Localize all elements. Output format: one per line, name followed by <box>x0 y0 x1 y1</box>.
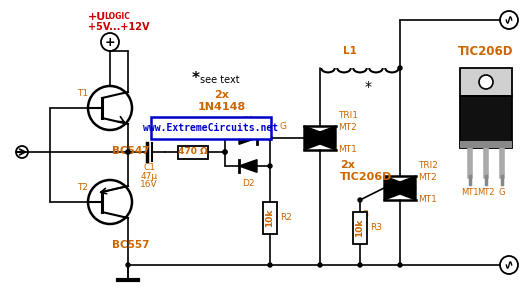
Text: 10k: 10k <box>266 209 275 227</box>
Circle shape <box>358 263 362 267</box>
Circle shape <box>479 75 493 89</box>
Text: 16V: 16V <box>140 180 158 189</box>
Text: T2: T2 <box>77 184 88 192</box>
Bar <box>263 202 277 234</box>
Text: www.ExtremeCircuits.net: www.ExtremeCircuits.net <box>143 123 279 133</box>
Circle shape <box>358 198 362 202</box>
Text: L1: L1 <box>343 46 357 56</box>
Circle shape <box>268 164 272 168</box>
Text: T1: T1 <box>77 89 88 98</box>
Bar <box>460 96 512 148</box>
Text: G: G <box>499 188 505 197</box>
Text: D2: D2 <box>242 179 254 188</box>
Polygon shape <box>239 132 257 144</box>
Text: 1N4148: 1N4148 <box>198 102 246 112</box>
Text: BC547: BC547 <box>112 146 150 156</box>
Circle shape <box>268 136 272 140</box>
Text: *: * <box>192 70 200 85</box>
Text: BC557: BC557 <box>112 240 150 250</box>
Text: MT2: MT2 <box>338 124 357 133</box>
Circle shape <box>398 263 402 267</box>
Text: C1: C1 <box>143 163 155 172</box>
Text: TIC206D: TIC206D <box>340 172 392 182</box>
Text: G: G <box>279 122 287 131</box>
Circle shape <box>126 150 130 154</box>
Text: see text: see text <box>200 75 239 85</box>
Circle shape <box>398 66 402 70</box>
Text: 10k: 10k <box>355 219 364 237</box>
Polygon shape <box>304 126 336 150</box>
Text: MT1: MT1 <box>338 146 357 155</box>
Circle shape <box>268 263 272 267</box>
Text: 470 Ω: 470 Ω <box>178 147 208 156</box>
Text: MT1: MT1 <box>461 188 479 197</box>
Polygon shape <box>384 176 416 200</box>
Text: R1: R1 <box>187 131 199 140</box>
Circle shape <box>126 150 130 154</box>
Text: 2x: 2x <box>340 160 355 170</box>
Polygon shape <box>384 176 416 200</box>
Circle shape <box>268 136 272 140</box>
Polygon shape <box>239 160 257 172</box>
Bar <box>460 68 512 96</box>
Text: D1: D1 <box>242 116 254 125</box>
Text: TRI1: TRI1 <box>338 111 358 120</box>
Circle shape <box>223 150 227 154</box>
Text: MT2: MT2 <box>477 188 495 197</box>
FancyBboxPatch shape <box>151 117 271 139</box>
Text: TRI2: TRI2 <box>418 162 438 171</box>
Text: TIC206D: TIC206D <box>458 45 514 58</box>
Text: G: G <box>362 210 369 219</box>
Text: LOGIC: LOGIC <box>104 12 130 21</box>
Text: R3: R3 <box>370 223 382 233</box>
Text: +: + <box>104 36 116 49</box>
Bar <box>460 141 512 148</box>
Bar <box>353 212 367 244</box>
Text: *: * <box>364 80 372 94</box>
Text: +U: +U <box>88 12 106 22</box>
Circle shape <box>126 263 130 267</box>
Circle shape <box>318 263 322 267</box>
Text: +5V...+12V: +5V...+12V <box>88 22 150 32</box>
Bar <box>178 146 208 159</box>
Polygon shape <box>304 126 336 150</box>
Text: 47μ: 47μ <box>141 172 158 181</box>
Text: MT1: MT1 <box>418 195 437 204</box>
Text: R2: R2 <box>280 214 292 223</box>
Circle shape <box>223 150 227 154</box>
Text: 2x: 2x <box>215 90 229 100</box>
Text: MT2: MT2 <box>418 174 437 182</box>
